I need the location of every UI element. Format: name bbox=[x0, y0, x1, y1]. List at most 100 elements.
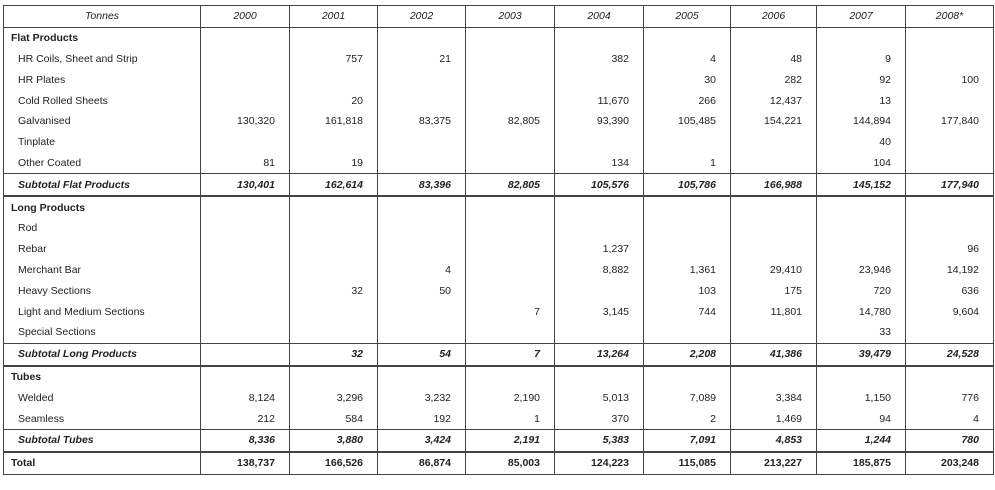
value-cell: 4 bbox=[643, 48, 731, 70]
value-cell: 124,223 bbox=[554, 451, 644, 475]
steel-table: Tonnes 2000 2001 2002 2003 2004 2005 2006 2007 20… bbox=[3, 5, 994, 475]
value-cell bbox=[200, 48, 290, 70]
empty-cell bbox=[905, 365, 994, 388]
empty-cell bbox=[377, 27, 466, 49]
data-row: HR Coils, Sheet and Strip 757 21 382 4 48 9 bbox=[3, 48, 994, 70]
value-cell: 39,479 bbox=[816, 342, 906, 367]
value-cell: 5,013 bbox=[554, 387, 644, 409]
value-cell: 130,401 bbox=[200, 173, 290, 198]
value-cell: 33 bbox=[816, 321, 906, 344]
value-cell: 1,469 bbox=[730, 408, 817, 430]
value-cell bbox=[377, 69, 466, 91]
value-cell: 105,786 bbox=[643, 173, 731, 198]
section-row: Long Products bbox=[3, 196, 994, 218]
value-cell bbox=[465, 259, 555, 281]
value-cell: 1 bbox=[643, 152, 731, 174]
empty-cell bbox=[730, 27, 817, 49]
data-row: Heavy Sections 32 50 103 175 720 636 bbox=[3, 280, 994, 302]
value-cell: 8,124 bbox=[200, 387, 290, 409]
row-label: HR Coils, Sheet and Strip bbox=[3, 48, 201, 70]
value-cell bbox=[289, 321, 378, 344]
value-cell: 4,853 bbox=[730, 428, 817, 453]
empty-cell bbox=[200, 27, 290, 49]
value-cell bbox=[200, 217, 290, 239]
value-cell: 103 bbox=[643, 280, 731, 302]
value-cell: 203,248 bbox=[905, 451, 994, 475]
row-label: Subtotal Long Products bbox=[3, 342, 201, 367]
row-label: Galvanised bbox=[3, 110, 201, 132]
header-cell: 2006 bbox=[730, 5, 817, 28]
value-cell bbox=[816, 238, 906, 260]
value-cell: 40 bbox=[816, 131, 906, 153]
value-cell: 144,894 bbox=[816, 110, 906, 132]
value-cell bbox=[554, 217, 644, 239]
row-label: Subtotal Flat Products bbox=[3, 173, 201, 198]
header-cell: 2001 bbox=[289, 5, 378, 28]
data-row: HR Plates 30 282 92 100 bbox=[3, 69, 994, 91]
value-cell bbox=[554, 280, 644, 302]
value-cell: 162,614 bbox=[289, 173, 378, 198]
row-label: Welded bbox=[3, 387, 201, 409]
header-cell: 2002 bbox=[377, 5, 466, 28]
row-label: Light and Medium Sections bbox=[3, 301, 201, 322]
row-label: Rod bbox=[3, 217, 201, 239]
value-cell bbox=[377, 152, 466, 174]
empty-cell bbox=[200, 196, 290, 218]
value-cell: 115,085 bbox=[643, 451, 731, 475]
value-cell bbox=[465, 69, 555, 91]
row-label: Other Coated bbox=[3, 152, 201, 174]
header-cell: Tonnes bbox=[3, 5, 201, 28]
value-cell bbox=[200, 301, 290, 322]
value-cell bbox=[643, 238, 731, 260]
value-cell: 54 bbox=[377, 342, 466, 367]
value-cell bbox=[377, 301, 466, 322]
section-title: Long Products bbox=[3, 196, 201, 218]
empty-cell bbox=[730, 196, 817, 218]
value-cell: 96 bbox=[905, 238, 994, 260]
value-cell bbox=[377, 217, 466, 239]
value-cell: 3,145 bbox=[554, 301, 644, 322]
empty-cell bbox=[643, 365, 731, 388]
empty-cell bbox=[643, 196, 731, 218]
value-cell bbox=[905, 48, 994, 70]
value-cell: 7 bbox=[465, 342, 555, 367]
value-cell bbox=[730, 152, 817, 174]
data-row: Welded 8,124 3,296 3,232 2,190 5,013 7,089 3,38… bbox=[3, 387, 994, 409]
total-row: Total 138,737 166,526 86,874 85,003 124,223 11… bbox=[3, 451, 994, 475]
value-cell: 3,232 bbox=[377, 387, 466, 409]
data-row: Light and Medium Sections 7 3,145 744 11,801… bbox=[3, 301, 994, 322]
value-cell: 5,383 bbox=[554, 428, 644, 453]
value-cell bbox=[643, 131, 731, 153]
value-cell bbox=[905, 90, 994, 111]
value-cell bbox=[905, 321, 994, 344]
row-label: Rebar bbox=[3, 238, 201, 260]
value-cell: 177,840 bbox=[905, 110, 994, 132]
value-cell: 13 bbox=[816, 90, 906, 111]
value-cell: 85,003 bbox=[465, 451, 555, 475]
section-title: Tubes bbox=[3, 365, 201, 388]
row-label: Seamless bbox=[3, 408, 201, 430]
value-cell bbox=[905, 131, 994, 153]
subtotal-row: Subtotal Flat Products 130,401 162,614 83,3… bbox=[3, 173, 994, 198]
value-cell: 104 bbox=[816, 152, 906, 174]
value-cell: 48 bbox=[730, 48, 817, 70]
value-cell: 7 bbox=[465, 301, 555, 322]
value-cell: 161,818 bbox=[289, 110, 378, 132]
value-cell bbox=[730, 321, 817, 344]
section-row: Tubes bbox=[3, 365, 994, 388]
value-cell: 12,437 bbox=[730, 90, 817, 111]
value-cell: 4 bbox=[905, 408, 994, 430]
value-cell: 185,875 bbox=[816, 451, 906, 475]
data-row: Special Sections 33 bbox=[3, 321, 994, 344]
value-cell bbox=[465, 238, 555, 260]
value-cell bbox=[289, 69, 378, 91]
value-cell bbox=[554, 131, 644, 153]
value-cell bbox=[289, 131, 378, 153]
value-cell: 86,874 bbox=[377, 451, 466, 475]
value-cell: 3,880 bbox=[289, 428, 378, 453]
value-cell: 2,191 bbox=[465, 428, 555, 453]
data-row: Rebar 1,237 96 bbox=[3, 238, 994, 260]
data-row: Tinplate 40 bbox=[3, 131, 994, 153]
value-cell bbox=[465, 131, 555, 153]
value-cell bbox=[465, 48, 555, 70]
